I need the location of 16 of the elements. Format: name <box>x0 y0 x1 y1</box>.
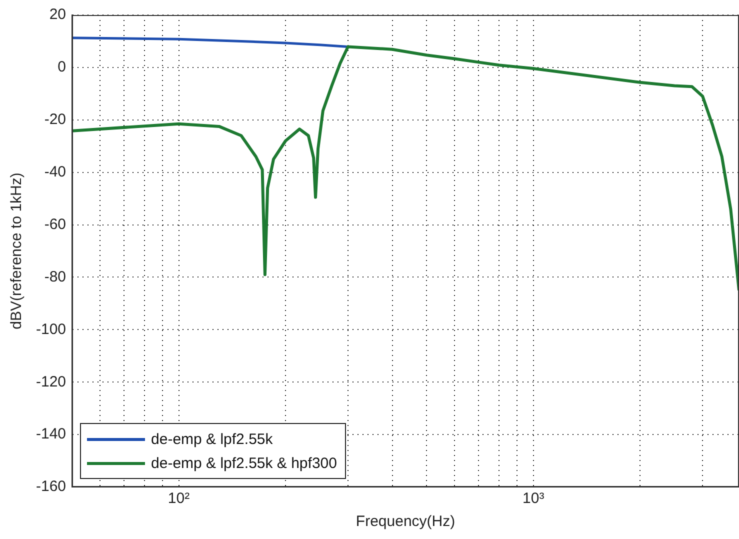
y-tick-label: -100 <box>36 320 66 338</box>
y-tick-label: 0 <box>58 58 66 76</box>
y-tick-label: -40 <box>44 163 66 180</box>
x-axis-title: Frequency(Hz) <box>356 513 456 530</box>
y-tick-label: -160 <box>36 478 66 496</box>
y-tick-label: -140 <box>36 426 66 443</box>
x-tick-label: 10² <box>168 490 190 508</box>
y-tick-label: -60 <box>44 216 66 233</box>
legend-label: de-emp & lpf2.55k & hpf300 <box>151 454 337 472</box>
y-axis-title: dBV(reference to 1kHz) <box>8 172 26 330</box>
y-tick-label: -120 <box>36 373 66 390</box>
y-tick-label: -80 <box>44 268 66 286</box>
x-tick-label: 10³ <box>522 490 544 508</box>
y-tick-label: 20 <box>49 6 66 24</box>
legend-label: de-emp & lpf2.55k <box>151 430 273 448</box>
y-tick-label: -20 <box>44 111 66 128</box>
